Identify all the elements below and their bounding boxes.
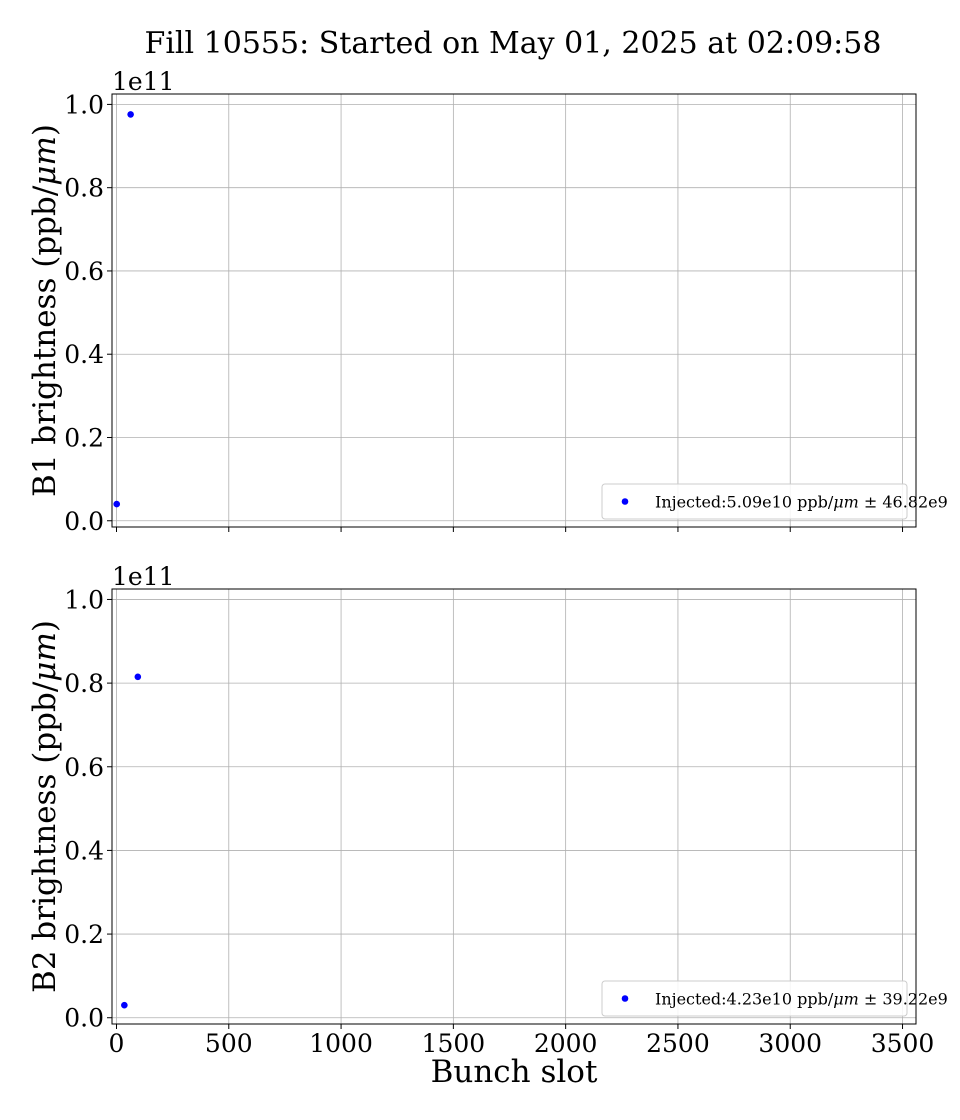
- legend-marker: [621, 995, 629, 1002]
- x-tick-label: 500: [205, 1029, 253, 1058]
- legend-marker: [621, 498, 629, 505]
- y-tick-label: 0.4: [64, 340, 104, 369]
- x-tick-label: 1000: [309, 1029, 373, 1058]
- chart-panel-2: 0 500 1000 1500 2000 2500 3000 3500 0.0 0.2 0.4 0.6…: [27, 562, 948, 1090]
- y-tick-label: 0.4: [64, 836, 104, 865]
- x-tick-label: 0: [109, 1029, 125, 1058]
- y-tick-label: 0.6: [64, 753, 104, 782]
- y-tick-label: 0.6: [64, 257, 104, 286]
- y-offset-label: 1e11: [112, 562, 175, 591]
- legend-box: [601, 980, 908, 1017]
- x-tick-label: 2500: [646, 1029, 710, 1058]
- panels: 0.0 0.2 0.4 0.6 0.8 1.0 1e11 B1 brightness (ppb…: [27, 67, 948, 1090]
- legend-label: Injected:4.23e10 ppb/μm ± 39.22e9: [655, 990, 948, 1009]
- legend-label: Injected:5.09e10 ppb/μm ± 46.82e9: [655, 493, 948, 512]
- x-axis-label: Bunch slot: [431, 1054, 598, 1090]
- chart-panel-1: 0.0 0.2 0.4 0.6 0.8 1.0 1e11 B1 brightness (ppb…: [27, 67, 948, 536]
- y-tick-label: 0.0: [64, 1004, 104, 1033]
- y-offset-label: 1e11: [112, 67, 175, 96]
- axes-frame: [111, 93, 917, 528]
- x-tick-label: 1500: [422, 1029, 486, 1058]
- y-tick-label: 0.0: [64, 507, 104, 536]
- y-tick-label: 0.2: [64, 920, 104, 949]
- y-tick-label: 0.8: [64, 669, 104, 698]
- x-tick-label: 2000: [534, 1029, 598, 1058]
- y-tick-label: 0.8: [64, 174, 104, 203]
- legend-box: [601, 483, 908, 520]
- x-tick-label: 3500: [871, 1029, 935, 1058]
- axes-frame: [111, 588, 917, 1025]
- y-tick-label: 1.0: [64, 585, 104, 614]
- data-point: [121, 1001, 128, 1009]
- y-tick-label: 1.0: [64, 90, 104, 119]
- y-tick-label: 0.2: [64, 423, 104, 452]
- data-point: [113, 500, 121, 508]
- data-point: [127, 111, 134, 118]
- figure-title: Fill 10555: Started on May 01, 2025 at 0…: [145, 26, 882, 61]
- data-point: [134, 673, 142, 681]
- y-axis-label: B2 brightness (ppb/μm): [27, 620, 63, 993]
- y-axis-label: B1 brightness (ppb/μm): [27, 124, 63, 497]
- x-tick-label: 3000: [758, 1029, 822, 1058]
